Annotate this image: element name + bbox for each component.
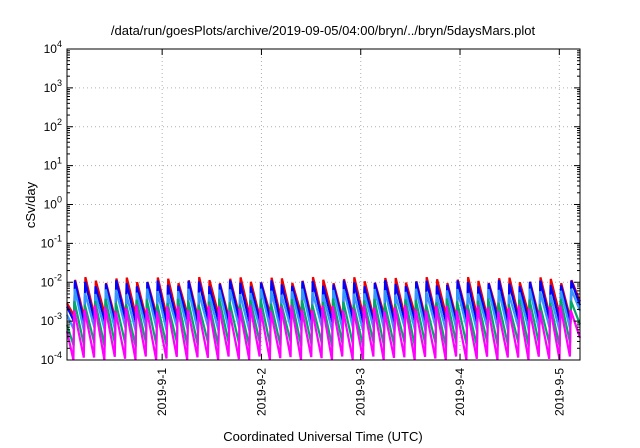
y-tick-label: 10-4 <box>41 350 62 367</box>
y-tick-label: 10-3 <box>41 311 62 328</box>
x-tick-label: 2019-9-5 <box>552 368 566 416</box>
series-layer <box>65 276 582 361</box>
y-tick-label: 102 <box>44 117 62 134</box>
x-tick-label: 2019-9-4 <box>453 368 467 416</box>
tick-marks <box>67 48 580 361</box>
y-tick-label: 10-2 <box>41 272 62 289</box>
y-tick-label: 10-1 <box>41 233 62 250</box>
y-axis-label: cSv/day <box>23 181 38 228</box>
x-axis-label: Coordinated Universal Time (UTC) <box>223 429 422 444</box>
x-tick-labels: 2019-9-1 2019-9-2 2019-9-3 2019-9-4 2019-9-5 <box>155 368 566 416</box>
x-tick-label: 2019-9-1 <box>155 368 169 416</box>
y-tick-label: 100 <box>44 195 62 212</box>
x-tick-label: 2019-9-2 <box>254 368 268 416</box>
chart-title: /data/run/goesPlots/archive/2019-09-05/0… <box>111 23 536 38</box>
y-tick-label: 101 <box>44 156 62 173</box>
y-tick-label: 103 <box>44 78 62 95</box>
y-tick-label: 104 <box>44 39 62 56</box>
y-tick-labels: 10-4 10-3 10-2 10-1 100 101 102 103 104 <box>41 39 62 367</box>
series-line <box>65 304 582 361</box>
x-tick-label: 2019-9-3 <box>354 368 368 416</box>
